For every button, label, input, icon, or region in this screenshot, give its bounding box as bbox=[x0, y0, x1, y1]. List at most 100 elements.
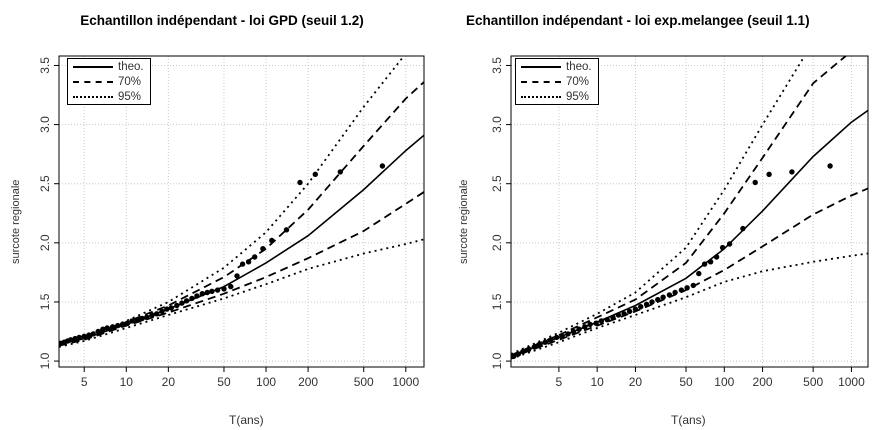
data-point bbox=[707, 259, 714, 265]
data-point bbox=[726, 241, 733, 247]
y-tick-label: 2.0 bbox=[490, 234, 504, 251]
data-point bbox=[638, 304, 644, 310]
dotted-line-swatch bbox=[521, 89, 561, 104]
series-line-solid bbox=[59, 134, 424, 346]
data-point bbox=[515, 351, 522, 357]
data-point bbox=[269, 237, 275, 244]
legend: theo. 70% 95% bbox=[515, 58, 599, 105]
plot-frame bbox=[510, 55, 869, 368]
data-point bbox=[547, 337, 554, 343]
legend: theo. 70% 95% bbox=[67, 58, 151, 105]
series-line-dashed bbox=[59, 81, 424, 345]
solid-line-swatch bbox=[73, 59, 113, 74]
data-point bbox=[144, 314, 150, 320]
data-point bbox=[221, 286, 227, 292]
data-point bbox=[228, 283, 234, 290]
data-point bbox=[740, 225, 746, 232]
data-point bbox=[511, 353, 517, 360]
data-point bbox=[766, 171, 772, 177]
legend-entry-95: 95% bbox=[68, 89, 150, 104]
data-point bbox=[604, 317, 610, 323]
data-point bbox=[139, 315, 145, 322]
data-point bbox=[719, 244, 726, 251]
data-point bbox=[531, 344, 537, 350]
data-point bbox=[526, 346, 532, 352]
series-line-dashed bbox=[511, 56, 848, 357]
data-point bbox=[621, 311, 627, 317]
data-point bbox=[245, 259, 252, 265]
data-point bbox=[536, 341, 542, 348]
data-point bbox=[283, 227, 290, 233]
data-point bbox=[701, 261, 708, 267]
solid-line-swatch bbox=[521, 59, 561, 74]
data-point bbox=[570, 328, 577, 335]
data-point bbox=[297, 179, 303, 186]
data-point bbox=[559, 333, 565, 339]
data-point bbox=[593, 320, 599, 326]
series-line-dotted bbox=[511, 252, 868, 360]
y-tick-label: 3.0 bbox=[490, 116, 504, 133]
y-tick-label: 3.5 bbox=[38, 57, 52, 74]
data-point bbox=[199, 291, 205, 297]
data-point bbox=[100, 326, 106, 332]
legend-label: 70% bbox=[566, 75, 590, 88]
x-tick-label: 5 bbox=[81, 375, 88, 389]
data-point bbox=[115, 322, 121, 329]
legend-label: 95% bbox=[118, 90, 142, 103]
legend-label: theo. bbox=[566, 60, 592, 73]
y-tick-label: 1.5 bbox=[38, 293, 52, 310]
data-point bbox=[174, 302, 180, 309]
x-tick-label: 200 bbox=[753, 375, 773, 389]
data-point bbox=[672, 289, 678, 296]
data-point bbox=[610, 314, 616, 320]
data-point bbox=[684, 285, 690, 291]
plot-exp-melangee: 5 10 20 50 100 200 500 1000 1.0 1.5 2.0 2.5 3.0 3.5 bbox=[490, 55, 869, 389]
data-point bbox=[209, 288, 215, 294]
data-point bbox=[565, 331, 571, 337]
x-axis-label: T(ans) bbox=[671, 413, 706, 427]
x-tick-label: 500 bbox=[354, 375, 374, 389]
x-tick-label: 1000 bbox=[392, 375, 419, 389]
data-point bbox=[234, 273, 240, 279]
dotted-line-swatch bbox=[73, 89, 113, 104]
data-point bbox=[615, 312, 622, 318]
y-tick-label: 2.5 bbox=[38, 175, 52, 192]
data-point bbox=[690, 282, 696, 289]
legend-label: 95% bbox=[566, 90, 590, 103]
data-point bbox=[696, 270, 702, 277]
y-tick-label: 3.0 bbox=[38, 116, 52, 133]
y-tick-label: 3.5 bbox=[490, 57, 504, 74]
data-point bbox=[214, 287, 221, 293]
data-point bbox=[542, 339, 548, 345]
data-point bbox=[655, 296, 661, 303]
data-point bbox=[827, 163, 833, 169]
data-point bbox=[134, 317, 141, 323]
data-point bbox=[154, 311, 160, 317]
data-point bbox=[337, 169, 343, 175]
legend-entry-70: 70% bbox=[68, 74, 150, 89]
data-point bbox=[129, 318, 135, 324]
data-point bbox=[260, 246, 266, 252]
y-tick-label: 2.5 bbox=[490, 175, 504, 192]
series-line-solid bbox=[511, 109, 868, 358]
data-point bbox=[119, 321, 126, 328]
data-point bbox=[90, 331, 96, 337]
x-tick-label: 100 bbox=[714, 375, 734, 389]
data-point bbox=[626, 308, 633, 315]
data-point bbox=[204, 289, 210, 296]
data-point bbox=[81, 333, 87, 339]
legend-entry-theo: theo. bbox=[68, 59, 150, 74]
series-line-dashed bbox=[59, 191, 424, 347]
legend-label: 70% bbox=[118, 75, 142, 88]
data-point bbox=[576, 326, 582, 332]
x-tick-label: 500 bbox=[803, 375, 823, 389]
data-point bbox=[95, 328, 101, 335]
x-tick-label: 20 bbox=[162, 375, 176, 389]
data-point bbox=[752, 179, 758, 186]
data-point bbox=[587, 321, 593, 328]
legend-entry-theo: theo. bbox=[516, 59, 598, 74]
x-tick-label: 50 bbox=[679, 375, 693, 389]
data-point bbox=[189, 295, 195, 302]
data-point bbox=[520, 348, 526, 355]
data-point bbox=[713, 254, 720, 260]
